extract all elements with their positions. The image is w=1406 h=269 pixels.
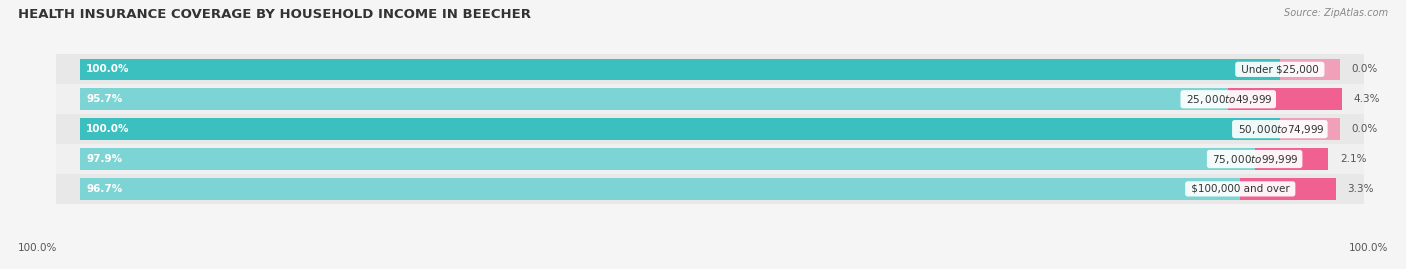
Bar xyxy=(56,84,1364,114)
Text: 97.9%: 97.9% xyxy=(86,154,122,164)
Text: 95.7%: 95.7% xyxy=(86,94,122,104)
Text: Under $25,000: Under $25,000 xyxy=(1237,64,1322,74)
Bar xyxy=(56,144,1364,174)
Text: $50,000 to $74,999: $50,000 to $74,999 xyxy=(1234,123,1324,136)
Text: 100.0%: 100.0% xyxy=(86,124,129,134)
Text: 100.0%: 100.0% xyxy=(86,64,129,74)
Bar xyxy=(1254,148,1329,170)
Text: $25,000 to $49,999: $25,000 to $49,999 xyxy=(1182,93,1274,106)
Text: $75,000 to $99,999: $75,000 to $99,999 xyxy=(1209,153,1299,165)
Bar xyxy=(80,148,1254,170)
Text: 100.0%: 100.0% xyxy=(1348,243,1388,253)
Bar xyxy=(56,54,1364,84)
Bar xyxy=(80,178,1240,200)
Bar xyxy=(80,59,1279,80)
Text: 0.0%: 0.0% xyxy=(1351,124,1378,134)
Text: $100,000 and over: $100,000 and over xyxy=(1188,184,1292,194)
Text: 3.3%: 3.3% xyxy=(1347,184,1374,194)
Text: 0.0%: 0.0% xyxy=(1351,64,1378,74)
Bar xyxy=(56,114,1364,144)
Text: Source: ZipAtlas.com: Source: ZipAtlas.com xyxy=(1284,8,1388,18)
Bar xyxy=(80,118,1279,140)
Bar xyxy=(1279,118,1340,140)
Bar xyxy=(56,174,1364,204)
Text: HEALTH INSURANCE COVERAGE BY HOUSEHOLD INCOME IN BEECHER: HEALTH INSURANCE COVERAGE BY HOUSEHOLD I… xyxy=(18,8,531,21)
Bar xyxy=(1279,59,1340,80)
Text: 96.7%: 96.7% xyxy=(86,184,122,194)
Bar xyxy=(80,89,1229,110)
Text: 100.0%: 100.0% xyxy=(18,243,58,253)
Bar xyxy=(1240,178,1336,200)
Text: 4.3%: 4.3% xyxy=(1354,94,1381,104)
Bar xyxy=(1229,89,1341,110)
Text: 2.1%: 2.1% xyxy=(1340,154,1367,164)
